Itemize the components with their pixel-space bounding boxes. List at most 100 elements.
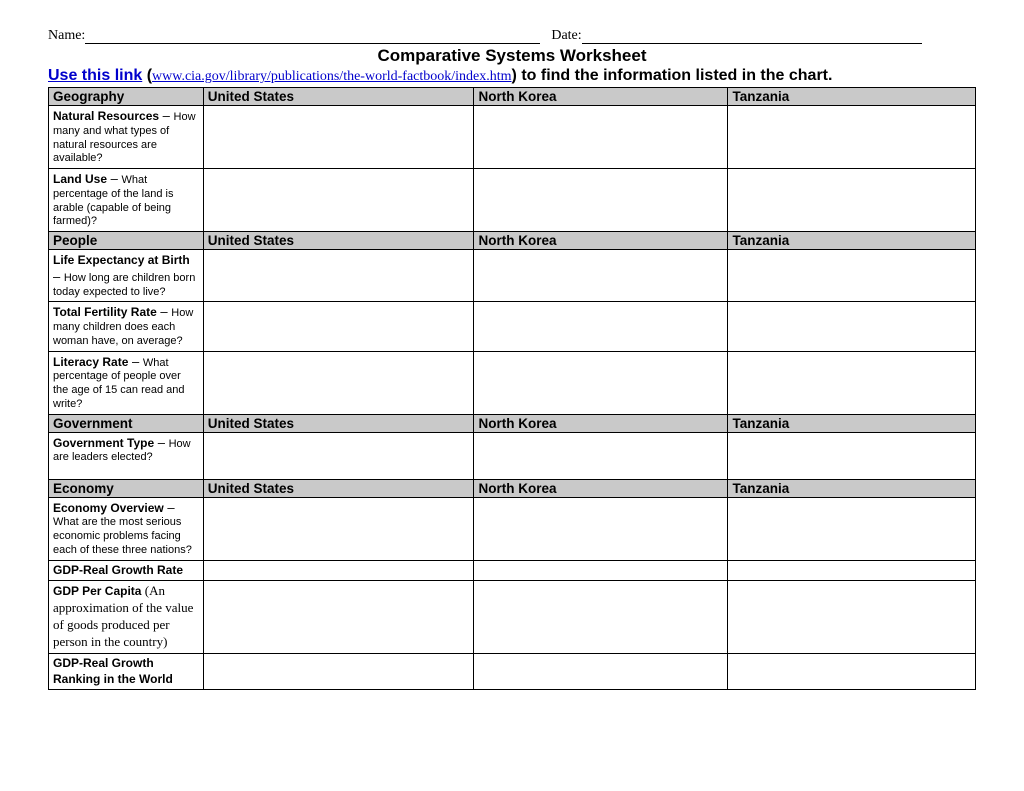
data-cell	[474, 169, 728, 232]
table-row: Government Type – How are leaders electe…	[49, 432, 976, 479]
data-cell	[474, 497, 728, 560]
country-header-cell: North Korea	[474, 479, 728, 497]
country-header-cell: Tanzania	[728, 88, 976, 106]
instr-paren-open: (	[142, 67, 152, 84]
row-label-dash: –	[128, 354, 142, 369]
data-cell	[728, 351, 976, 414]
row-label-cell: GDP-Real Growth Ranking in the World	[49, 653, 204, 690]
name-date-line: Name: Date:	[48, 28, 976, 44]
data-cell	[728, 250, 976, 302]
data-cell	[474, 106, 728, 169]
row-label-lead: GDP Per Capita	[53, 584, 141, 598]
date-label: Date:	[551, 28, 581, 44]
row-label-lead: Life Expectancy at Birth	[53, 253, 190, 267]
country-header-cell: Tanzania	[728, 232, 976, 250]
data-cell	[474, 302, 728, 351]
row-label-lead: Literacy Rate	[53, 355, 128, 369]
data-cell	[203, 581, 474, 654]
country-header-cell: Tanzania	[728, 479, 976, 497]
row-label-dash: –	[53, 269, 64, 284]
row-label-dash: –	[164, 500, 175, 515]
data-cell	[203, 169, 474, 232]
data-cell	[474, 581, 728, 654]
row-label-lead: Land Use	[53, 172, 107, 186]
table-row: Literacy Rate – What percentage of peopl…	[49, 351, 976, 414]
country-header-cell: North Korea	[474, 414, 728, 432]
row-label-cell: Land Use – What percentage of the land i…	[49, 169, 204, 232]
row-label-lead: GDP-Real Growth Ranking in the World	[53, 656, 173, 686]
data-cell	[728, 169, 976, 232]
row-label-dash: –	[107, 171, 121, 186]
country-header-cell: North Korea	[474, 232, 728, 250]
data-cell	[203, 250, 474, 302]
country-header-cell: North Korea	[474, 88, 728, 106]
section-title-cell: People	[49, 232, 204, 250]
worksheet-table: GeographyUnited StatesNorth KoreaTanzani…	[48, 87, 976, 690]
table-row: Natural Resources – How many and what ty…	[49, 106, 976, 169]
instr-rest: to find the information listed in the ch…	[521, 67, 832, 84]
table-row: GDP-Real Growth Ranking in the World	[49, 653, 976, 690]
data-cell	[203, 302, 474, 351]
data-cell	[728, 581, 976, 654]
table-row: Total Fertility Rate – How many children…	[49, 302, 976, 351]
table-row: Economy Overview – What are the most ser…	[49, 497, 976, 560]
data-cell	[474, 560, 728, 581]
section-title-cell: Geography	[49, 88, 204, 106]
data-cell	[203, 560, 474, 581]
row-label-lead: Total Fertility Rate	[53, 305, 157, 319]
row-label-dash: –	[159, 108, 173, 123]
section-header-row: GovernmentUnited StatesNorth KoreaTanzan…	[49, 414, 976, 432]
row-label-desc: What are the most serious economic probl…	[53, 516, 192, 556]
row-label-cell: Total Fertility Rate – How many children…	[49, 302, 204, 351]
data-cell	[728, 560, 976, 581]
data-cell	[203, 432, 474, 479]
table-row: Life Expectancy at Birth – How long are …	[49, 250, 976, 302]
row-label-lead: GDP-Real Growth Rate	[53, 563, 183, 577]
row-label-lead: Economy Overview	[53, 501, 164, 515]
country-header-cell: United States	[203, 88, 474, 106]
section-header-row: PeopleUnited StatesNorth KoreaTanzania	[49, 232, 976, 250]
data-cell	[203, 653, 474, 690]
data-cell	[728, 653, 976, 690]
row-label-lead: Government Type	[53, 436, 154, 450]
section-header-row: EconomyUnited StatesNorth KoreaTanzania	[49, 479, 976, 497]
data-cell	[474, 432, 728, 479]
row-label-dash: –	[157, 304, 171, 319]
section-title-cell: Economy	[49, 479, 204, 497]
country-header-cell: United States	[203, 232, 474, 250]
instr-paren-close: )	[512, 67, 522, 84]
row-label-cell: Life Expectancy at Birth – How long are …	[49, 250, 204, 302]
date-underline	[582, 30, 922, 44]
table-row: GDP Per Capita (An approximation of the …	[49, 581, 976, 654]
data-cell	[728, 432, 976, 479]
data-cell	[474, 351, 728, 414]
table-row: Land Use – What percentage of the land i…	[49, 169, 976, 232]
row-label-cell: Literacy Rate – What percentage of peopl…	[49, 351, 204, 414]
section-title-cell: Government	[49, 414, 204, 432]
row-label-cell: Government Type – How are leaders electe…	[49, 432, 204, 479]
row-label-dash: –	[154, 435, 168, 450]
name-underline	[85, 30, 540, 44]
country-header-cell: Tanzania	[728, 414, 976, 432]
row-label-cell: Natural Resources – How many and what ty…	[49, 106, 204, 169]
row-label-desc: How long are children born today expecte…	[53, 272, 195, 298]
row-label-lead: Natural Resources	[53, 109, 159, 123]
data-cell	[203, 351, 474, 414]
data-cell	[474, 653, 728, 690]
row-label-cell: GDP Per Capita (An approximation of the …	[49, 581, 204, 654]
row-label-cell: Economy Overview – What are the most ser…	[49, 497, 204, 560]
data-cell	[474, 250, 728, 302]
data-cell	[728, 497, 976, 560]
data-cell	[203, 497, 474, 560]
factbook-url[interactable]: www.cia.gov/library/publications/the-wor…	[152, 69, 512, 84]
use-this-link[interactable]: Use this link	[48, 67, 142, 84]
data-cell	[728, 106, 976, 169]
table-row: GDP-Real Growth Rate	[49, 560, 976, 581]
instruction-line: Use this link (www.cia.gov/library/publi…	[48, 67, 976, 85]
section-header-row: GeographyUnited StatesNorth KoreaTanzani…	[49, 88, 976, 106]
name-label: Name:	[48, 28, 85, 44]
data-cell	[728, 302, 976, 351]
page-title: Comparative Systems Worksheet	[48, 46, 976, 66]
country-header-cell: United States	[203, 479, 474, 497]
country-header-cell: United States	[203, 414, 474, 432]
